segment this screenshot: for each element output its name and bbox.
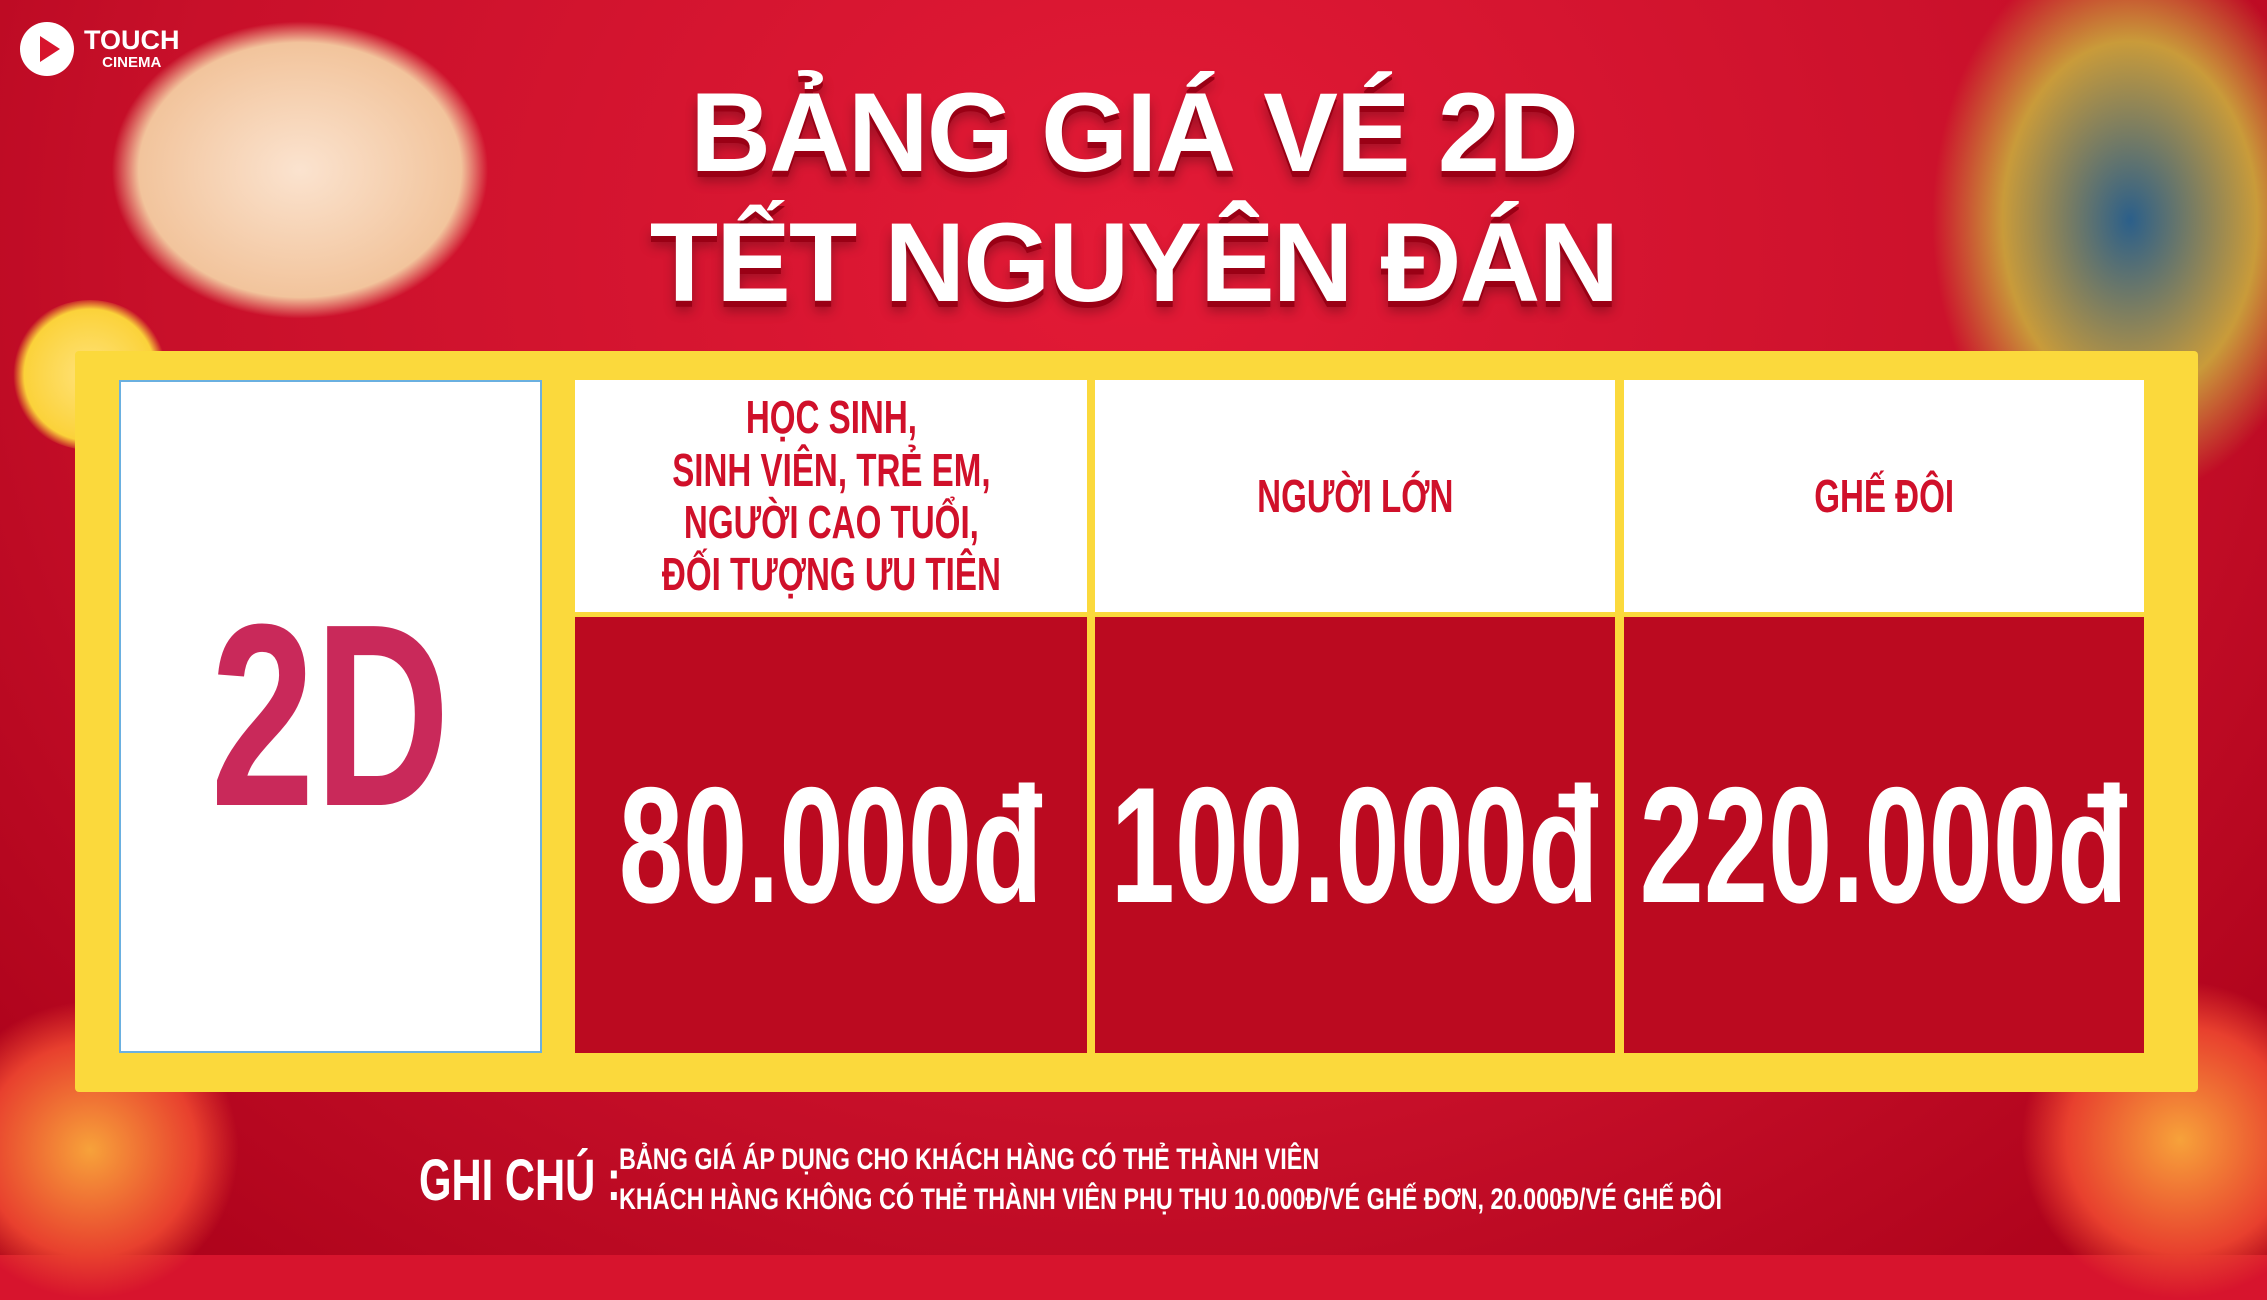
brand-sub: CINEMA xyxy=(102,54,162,71)
notes-label: GHI CHÚ : xyxy=(419,1147,621,1213)
format-cell: 2D xyxy=(119,380,542,1053)
note-line: BẢNG GIÁ ÁP DỤNG CHO KHÁCH HÀNG CÓ THẺ T… xyxy=(619,1143,1320,1176)
header-couple-seat: GHẾ ĐÔI xyxy=(1624,380,2144,612)
format-label: 2D xyxy=(210,571,451,861)
title-line-1: BẢNG GIÁ VÉ 2D xyxy=(690,70,1579,195)
brand-name: TOUCH xyxy=(84,25,180,55)
notes: GHI CHÚ : BẢNG GIÁ ÁP DỤNG CHO KHÁCH HÀN… xyxy=(419,1140,2033,1220)
note-line: KHÁCH HÀNG KHÔNG CÓ THẺ THÀNH VIÊN PHỤ T… xyxy=(619,1183,1723,1216)
price-value: 80.000đ xyxy=(619,752,1043,937)
price-value: 220.000đ xyxy=(1639,752,2129,937)
title-line-2: TẾT NGUYÊN ĐÁN xyxy=(649,200,1620,325)
header-student: HỌC SINH, SINH VIÊN, TRẺ EM, NGƯỜI CAO T… xyxy=(575,380,1087,612)
horse-mascot-illustration xyxy=(110,20,490,320)
price-student: 80.000đ xyxy=(575,617,1087,1053)
price-adult: 100.000đ xyxy=(1095,617,1615,1053)
price-value: 100.000đ xyxy=(1110,752,1600,937)
header-label: GHẾ ĐÔI xyxy=(1814,469,1954,522)
header-label: HỌC SINH, SINH VIÊN, TRẺ EM, NGƯỜI CAO T… xyxy=(661,391,1001,601)
touch-cinema-logo: TOUCH CINEMA xyxy=(20,22,180,76)
header-label: NGƯỜI LỚN xyxy=(1256,469,1454,522)
header-adult: NGƯỜI LỚN xyxy=(1095,380,1615,612)
play-icon xyxy=(20,22,74,76)
price-couple-seat: 220.000đ xyxy=(1624,617,2144,1053)
